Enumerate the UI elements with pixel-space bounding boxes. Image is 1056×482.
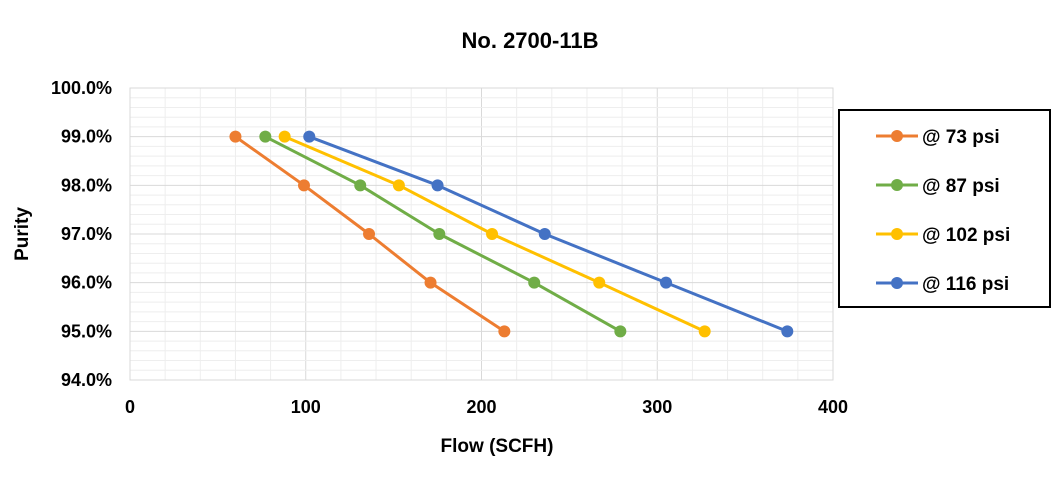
legend-label: @ 102 psi [922,225,1010,246]
legend-label: @ 116 psi [922,274,1009,295]
legend-marker [891,277,903,289]
y-tick-label: 99.0% [61,127,112,147]
x-tick-label: 200 [466,397,496,417]
data-point [303,130,316,143]
series-group [278,130,711,338]
data-point [259,130,272,143]
x-tick-label: 0 [125,397,135,417]
data-point [593,276,606,289]
data-point [229,130,242,143]
legend-marker [891,228,903,240]
data-point [354,179,367,192]
y-tick-label: 94.0% [61,370,112,390]
data-point [278,130,291,143]
y-tick-label: 97.0% [61,224,112,244]
plot-area-border [129,87,834,381]
legend-marker [891,130,903,142]
y-tick-label: 95.0% [61,321,112,341]
data-point [297,179,310,192]
data-point [538,228,551,240]
data-point [528,276,541,289]
x-axis-label: Flow (SCFH) [441,436,554,457]
data-point [660,276,673,289]
legend: @ 73 psi @ 87 psi @ 102 psi @ 116 psi [838,109,1051,308]
y-tick-label: 96.0% [61,273,112,293]
series-group [259,130,627,338]
data-point [363,228,376,240]
x-tick-label: 400 [818,397,848,417]
data-point [433,228,446,240]
x-tick-label: 300 [642,397,672,417]
data-point [424,276,437,289]
legend-box [838,109,1051,308]
series [229,130,794,338]
data-point [781,325,794,338]
data-point [698,325,711,338]
series-group [229,130,511,338]
x-tick-label: 100 [291,397,321,417]
legend-marker [891,179,903,191]
data-point [431,179,444,192]
y-tick-label: 98.0% [61,175,112,195]
data-point [486,228,499,240]
chart-title: No. 2700-11B [462,28,599,53]
data-point [392,179,405,192]
data-point [498,325,511,338]
series-group [303,130,794,338]
legend-label: @ 73 psi [922,127,1000,148]
legend-label: @ 87 psi [922,176,1000,197]
y-tick-label: 100.0% [51,78,112,98]
data-point [614,325,627,338]
y-axis-label: Purity [12,207,33,261]
ticks: 0 100 200 300 400 94.0% 95.0% 96.0% 97.0% 98.0% 99… [51,78,848,417]
